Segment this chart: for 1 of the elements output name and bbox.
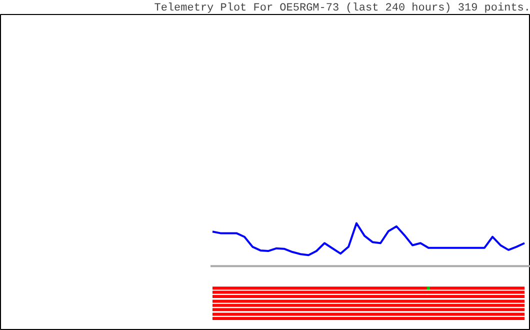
chart-title: Telemetry Plot For OE5RGM-73 (last 240 hours) 319 points. — [154, 2, 530, 14]
